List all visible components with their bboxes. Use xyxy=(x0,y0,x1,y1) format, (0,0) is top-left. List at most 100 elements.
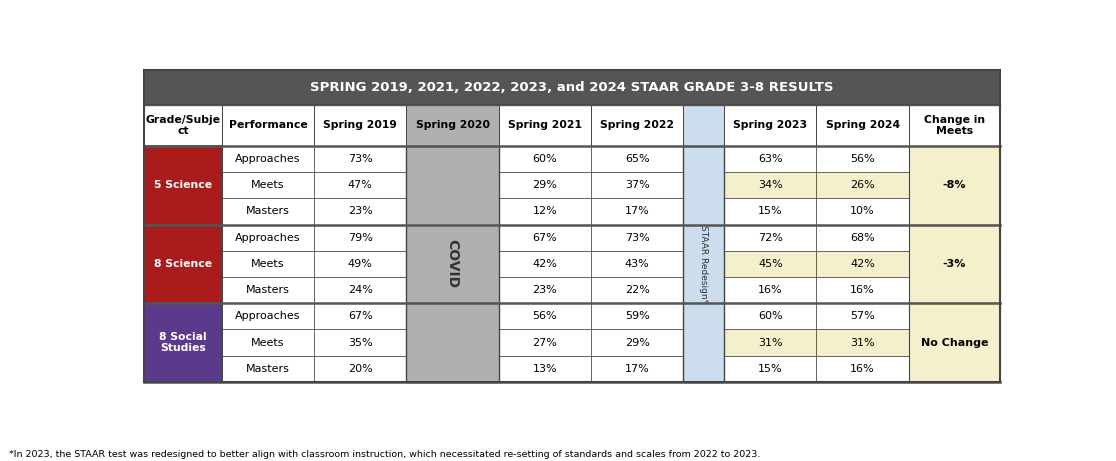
Bar xyxy=(499,277,591,303)
Bar xyxy=(144,70,1000,105)
Bar xyxy=(499,303,591,330)
Bar xyxy=(314,303,406,330)
Text: No Change: No Change xyxy=(921,337,988,348)
Text: 42%: 42% xyxy=(850,259,875,269)
Text: 67%: 67% xyxy=(348,311,373,321)
Bar xyxy=(591,225,683,251)
Text: 35%: 35% xyxy=(348,337,373,348)
Bar xyxy=(499,251,591,277)
Bar xyxy=(724,251,817,277)
Text: 31%: 31% xyxy=(758,337,782,348)
Text: Approaches: Approaches xyxy=(235,311,300,321)
Bar xyxy=(144,330,222,356)
Bar xyxy=(314,251,406,277)
Text: 23%: 23% xyxy=(532,285,557,295)
Bar xyxy=(591,356,683,382)
Text: 29%: 29% xyxy=(625,337,650,348)
Bar xyxy=(406,330,499,356)
Bar xyxy=(406,146,499,382)
Text: 43%: 43% xyxy=(625,259,650,269)
Bar xyxy=(406,146,499,172)
Bar xyxy=(908,105,1000,146)
Bar xyxy=(908,146,1000,172)
Bar xyxy=(314,198,406,225)
Text: 45%: 45% xyxy=(758,259,782,269)
Text: 56%: 56% xyxy=(532,311,557,321)
Text: *In 2023, the STAAR test was redesigned to better align with classroom instructi: *In 2023, the STAAR test was redesigned … xyxy=(9,449,760,459)
Bar xyxy=(724,105,817,146)
Bar xyxy=(817,277,908,303)
Text: 56%: 56% xyxy=(850,154,875,164)
Bar xyxy=(683,356,724,382)
Text: 5 Science: 5 Science xyxy=(154,180,212,190)
Bar xyxy=(144,356,222,382)
Bar xyxy=(406,198,499,225)
Text: 68%: 68% xyxy=(850,233,875,242)
Bar xyxy=(908,146,1000,225)
Bar xyxy=(683,225,724,251)
Bar xyxy=(724,356,817,382)
Bar xyxy=(144,70,1000,382)
Text: 67%: 67% xyxy=(532,233,557,242)
Text: Spring 2023: Spring 2023 xyxy=(733,120,807,130)
Text: Masters: Masters xyxy=(246,207,290,216)
Text: Change in
Meets: Change in Meets xyxy=(924,115,985,136)
Bar xyxy=(144,225,222,303)
Bar xyxy=(908,251,1000,277)
Text: 63%: 63% xyxy=(758,154,782,164)
Text: 17%: 17% xyxy=(625,207,650,216)
Text: 16%: 16% xyxy=(850,285,875,295)
Text: 49%: 49% xyxy=(348,259,373,269)
Text: 23%: 23% xyxy=(348,207,373,216)
Bar xyxy=(499,172,591,198)
Text: 59%: 59% xyxy=(625,311,650,321)
Bar xyxy=(908,198,1000,225)
Text: 24%: 24% xyxy=(348,285,373,295)
Bar xyxy=(817,251,908,277)
Text: 16%: 16% xyxy=(758,285,782,295)
Bar xyxy=(908,356,1000,382)
Bar xyxy=(314,225,406,251)
Text: 16%: 16% xyxy=(850,364,875,374)
Text: Masters: Masters xyxy=(246,364,290,374)
Bar xyxy=(144,303,222,330)
Bar xyxy=(314,105,406,146)
Text: Meets: Meets xyxy=(251,259,285,269)
Bar xyxy=(222,198,314,225)
Bar xyxy=(724,198,817,225)
Text: 65%: 65% xyxy=(625,154,650,164)
Bar xyxy=(908,303,1000,382)
Bar xyxy=(908,225,1000,303)
Bar xyxy=(406,356,499,382)
Text: 13%: 13% xyxy=(532,364,557,374)
Text: 72%: 72% xyxy=(758,233,782,242)
Bar xyxy=(314,330,406,356)
Bar xyxy=(144,172,222,198)
Bar xyxy=(908,303,1000,330)
Text: 15%: 15% xyxy=(758,364,782,374)
Bar xyxy=(406,277,499,303)
Bar xyxy=(406,251,499,277)
Bar xyxy=(144,105,222,146)
Bar xyxy=(222,303,314,330)
Bar xyxy=(406,105,499,146)
Bar xyxy=(222,356,314,382)
Bar xyxy=(724,146,817,172)
Bar xyxy=(908,330,1000,356)
Bar xyxy=(144,251,222,277)
Bar xyxy=(683,146,724,172)
Text: -8%: -8% xyxy=(943,180,966,190)
Bar xyxy=(683,330,724,356)
Text: Spring 2021: Spring 2021 xyxy=(508,120,581,130)
Text: 20%: 20% xyxy=(348,364,373,374)
Bar xyxy=(314,146,406,172)
Bar xyxy=(683,172,724,198)
Bar xyxy=(683,105,724,146)
Text: 8 Science: 8 Science xyxy=(154,259,212,269)
Bar xyxy=(314,172,406,198)
Bar xyxy=(817,356,908,382)
Bar xyxy=(591,303,683,330)
Bar xyxy=(406,303,499,330)
Text: 29%: 29% xyxy=(532,180,557,190)
Text: 12%: 12% xyxy=(532,207,557,216)
